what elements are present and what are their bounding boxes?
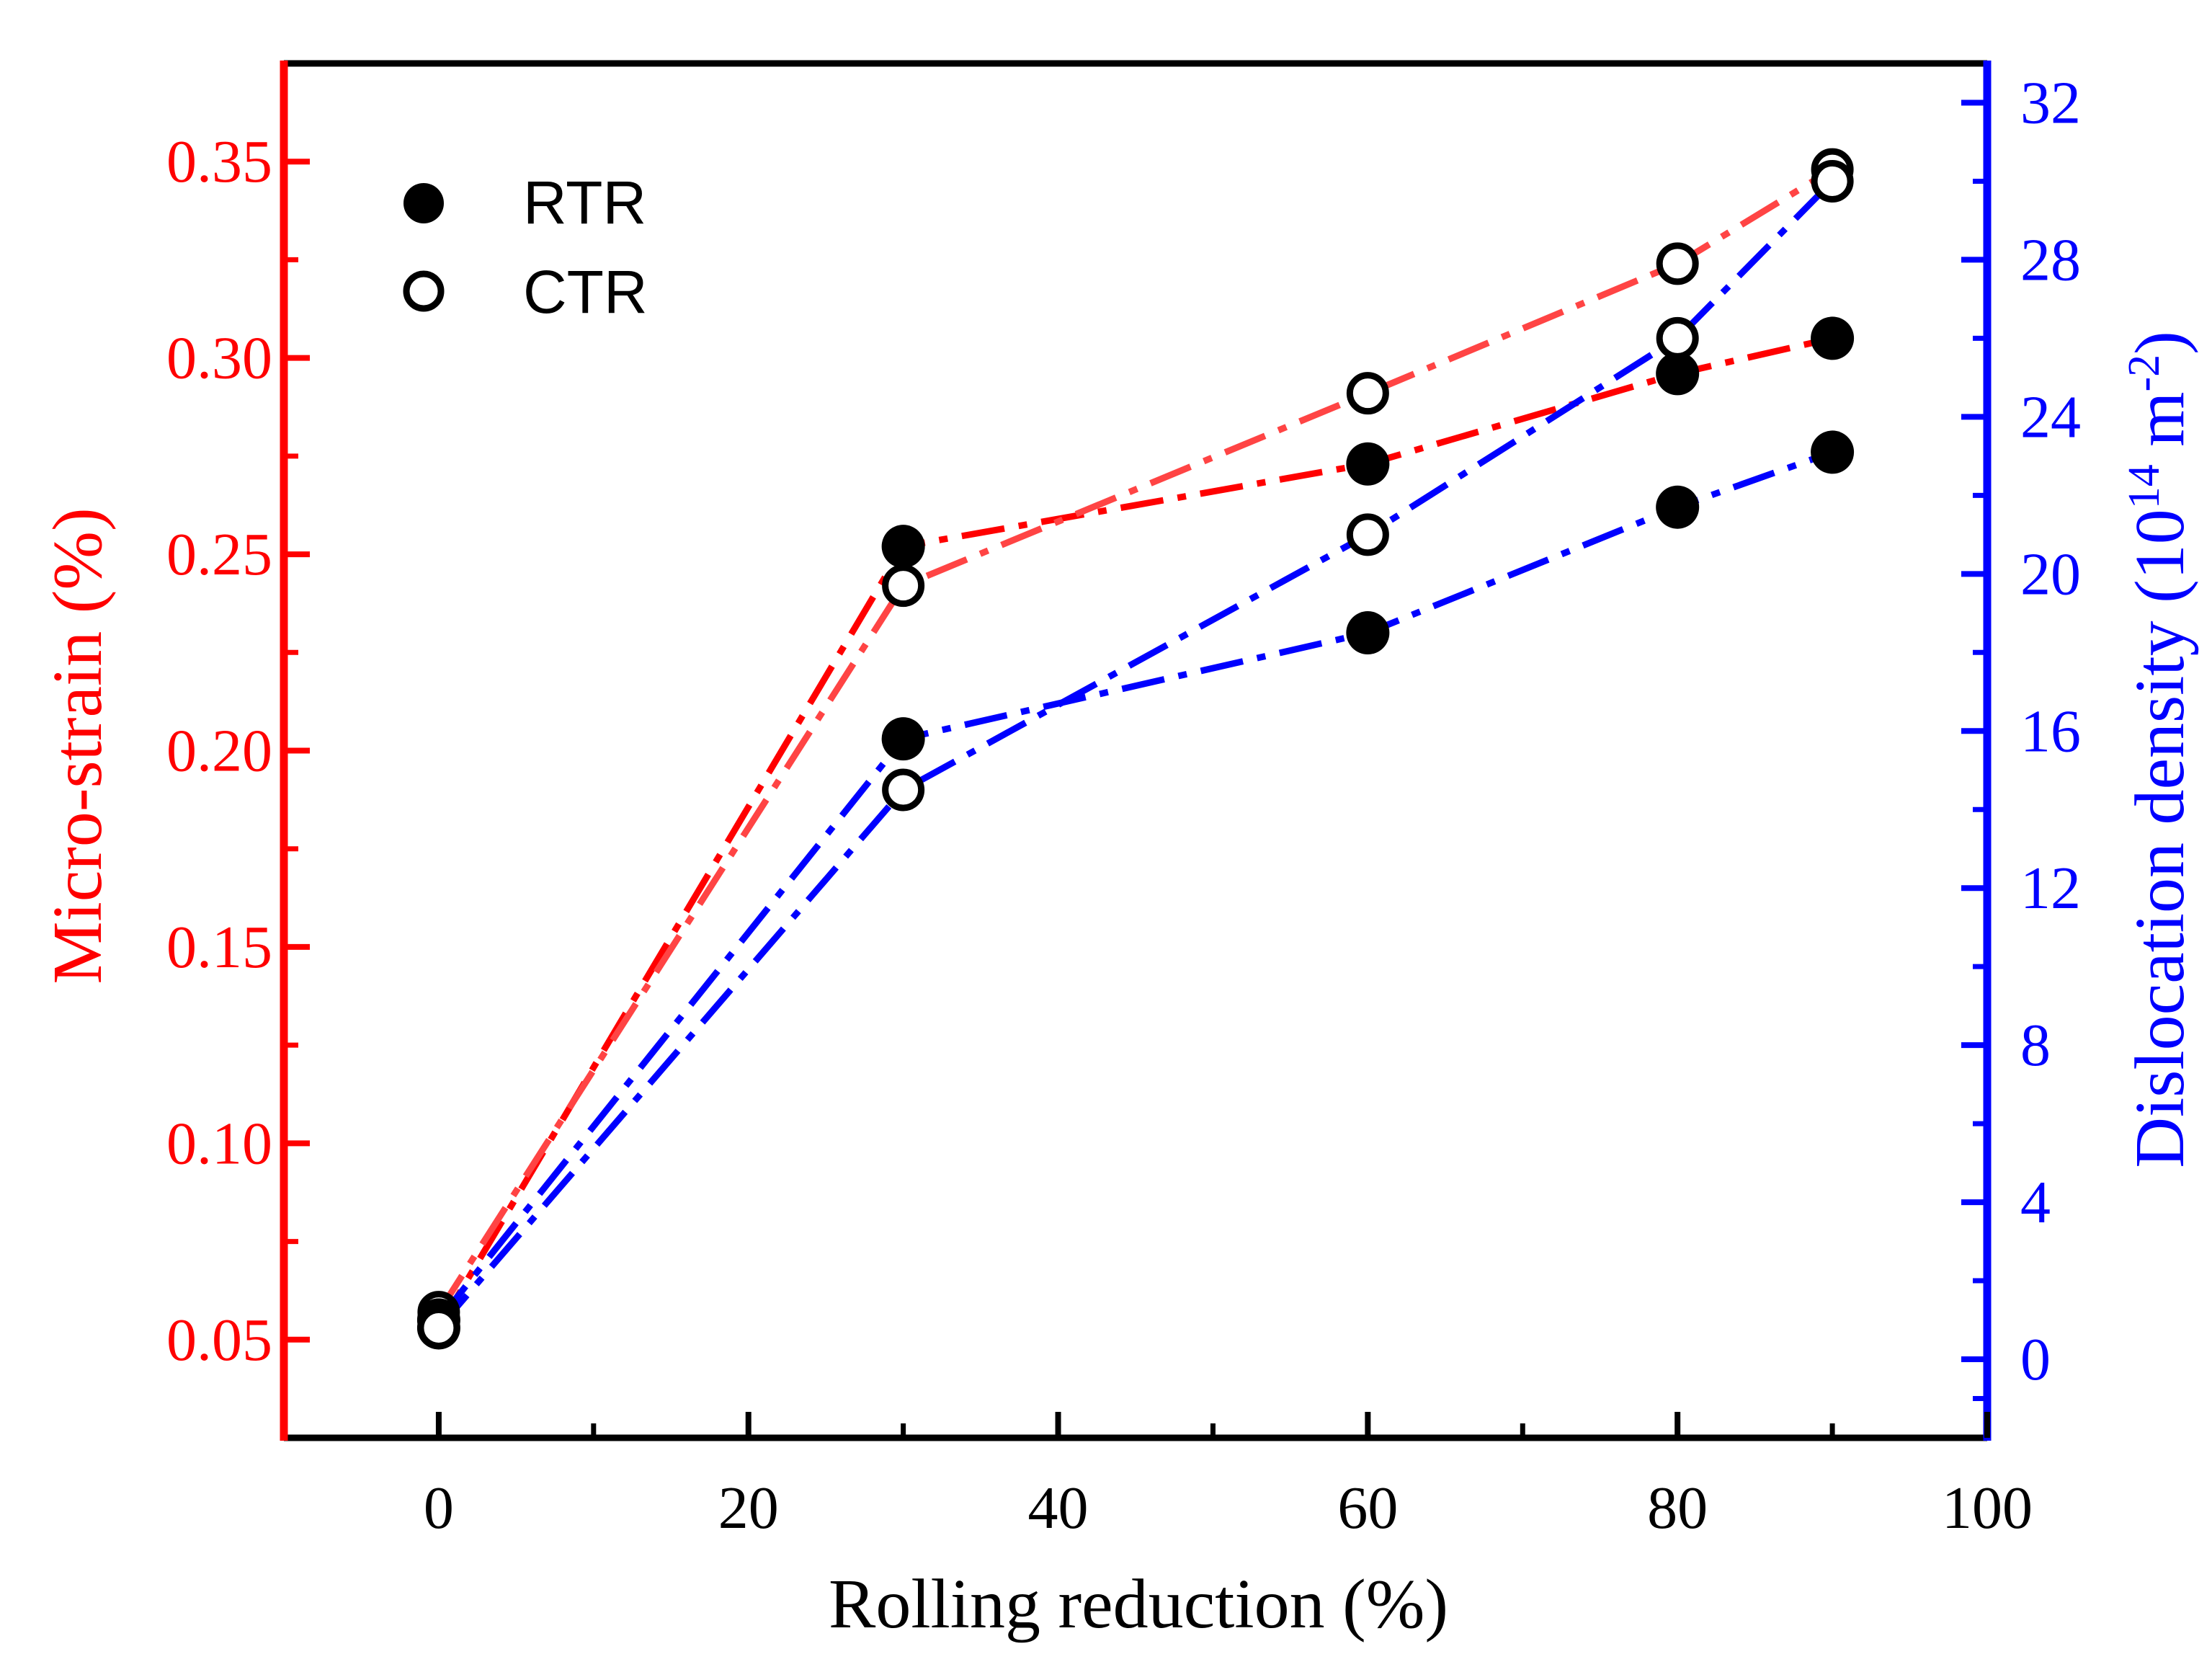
data-point-1 — [882, 564, 925, 608]
y-left-tick-label: 0.10 — [166, 1110, 272, 1177]
data-point-3 — [1656, 316, 1699, 360]
y-right-tick-label: 16 — [2020, 698, 2081, 765]
y-right-tick-label: 20 — [2020, 541, 2081, 608]
x-tick-label: 40 — [1028, 1475, 1089, 1542]
x-tick-label: 60 — [1337, 1475, 1398, 1542]
data-point-3 — [882, 768, 925, 812]
y-axis-left-title: Micro-strain (%) — [39, 507, 117, 984]
y-axis-right-title-unit: m — [2121, 392, 2199, 465]
y-right-tick-label: 0 — [2020, 1326, 2051, 1393]
x-axis-title: Rolling reduction (%) — [829, 1565, 1448, 1643]
series-line-2 — [436, 449, 1834, 1323]
data-point-3 — [1811, 159, 1854, 203]
y-right-tick-label: 32 — [2020, 69, 2081, 136]
data-point-0 — [1346, 442, 1390, 486]
y-left-tick-label: 0.15 — [166, 914, 272, 981]
y-left-tick-label: 0.25 — [166, 521, 272, 588]
legend-marker-rtr — [403, 183, 444, 223]
data-point-0 — [1656, 352, 1700, 396]
y-right-tick-label: 28 — [2020, 226, 2081, 293]
data-point-3 — [1346, 513, 1389, 556]
y-right-tick-label: 12 — [2020, 855, 2081, 922]
data-point-2 — [1811, 430, 1855, 474]
y-right-tick-label: 4 — [2020, 1169, 2051, 1236]
data-point-0 — [881, 525, 925, 569]
series-markers — [416, 148, 1855, 1350]
x-tick-label: 100 — [1942, 1475, 2033, 1542]
data-point-1 — [1346, 372, 1389, 415]
y-axis-right-title: Dislocation density (1014 m-2) — [2120, 331, 2199, 1168]
data-point-1 — [1656, 242, 1699, 285]
data-point-2 — [1346, 611, 1390, 655]
legend-marker-ctr — [403, 270, 445, 312]
series-lines — [436, 166, 1835, 1330]
y-left-tick-label: 0.20 — [166, 718, 272, 785]
ticks: 0 20 40 60 80 1000.050.100.150.200.250.300.35… — [166, 69, 2081, 1542]
x-tick-label: 20 — [718, 1475, 779, 1542]
y-axis-right-title-close: ) — [2121, 331, 2199, 355]
legend-label-ctr: CTR — [523, 258, 648, 326]
y-axis-right-title-sup2: -2 — [2120, 355, 2169, 392]
y-axis-right-title-main: Dislocation density (10 — [2121, 509, 2199, 1168]
data-point-3 — [417, 1306, 460, 1349]
data-point-2 — [881, 717, 925, 761]
y-left-tick-label: 0.35 — [166, 128, 272, 195]
series-line-1 — [436, 166, 1834, 1315]
x-tick-label: 80 — [1647, 1475, 1708, 1542]
y-right-tick-label: 24 — [2020, 383, 2081, 450]
x-tick-label: 0 — [424, 1475, 454, 1542]
y-left-tick-label: 0.05 — [166, 1307, 272, 1374]
data-point-0 — [1811, 316, 1855, 360]
y-left-tick-label: 0.30 — [166, 325, 272, 392]
y-right-tick-label: 8 — [2020, 1012, 2051, 1079]
legend-label-rtr: RTR — [523, 169, 646, 236]
y-axis-right-title-sup1: 14 — [2120, 464, 2169, 509]
legend: RTR CTR — [403, 169, 648, 326]
series-line-3 — [436, 179, 1835, 1330]
data-point-2 — [1656, 485, 1700, 529]
